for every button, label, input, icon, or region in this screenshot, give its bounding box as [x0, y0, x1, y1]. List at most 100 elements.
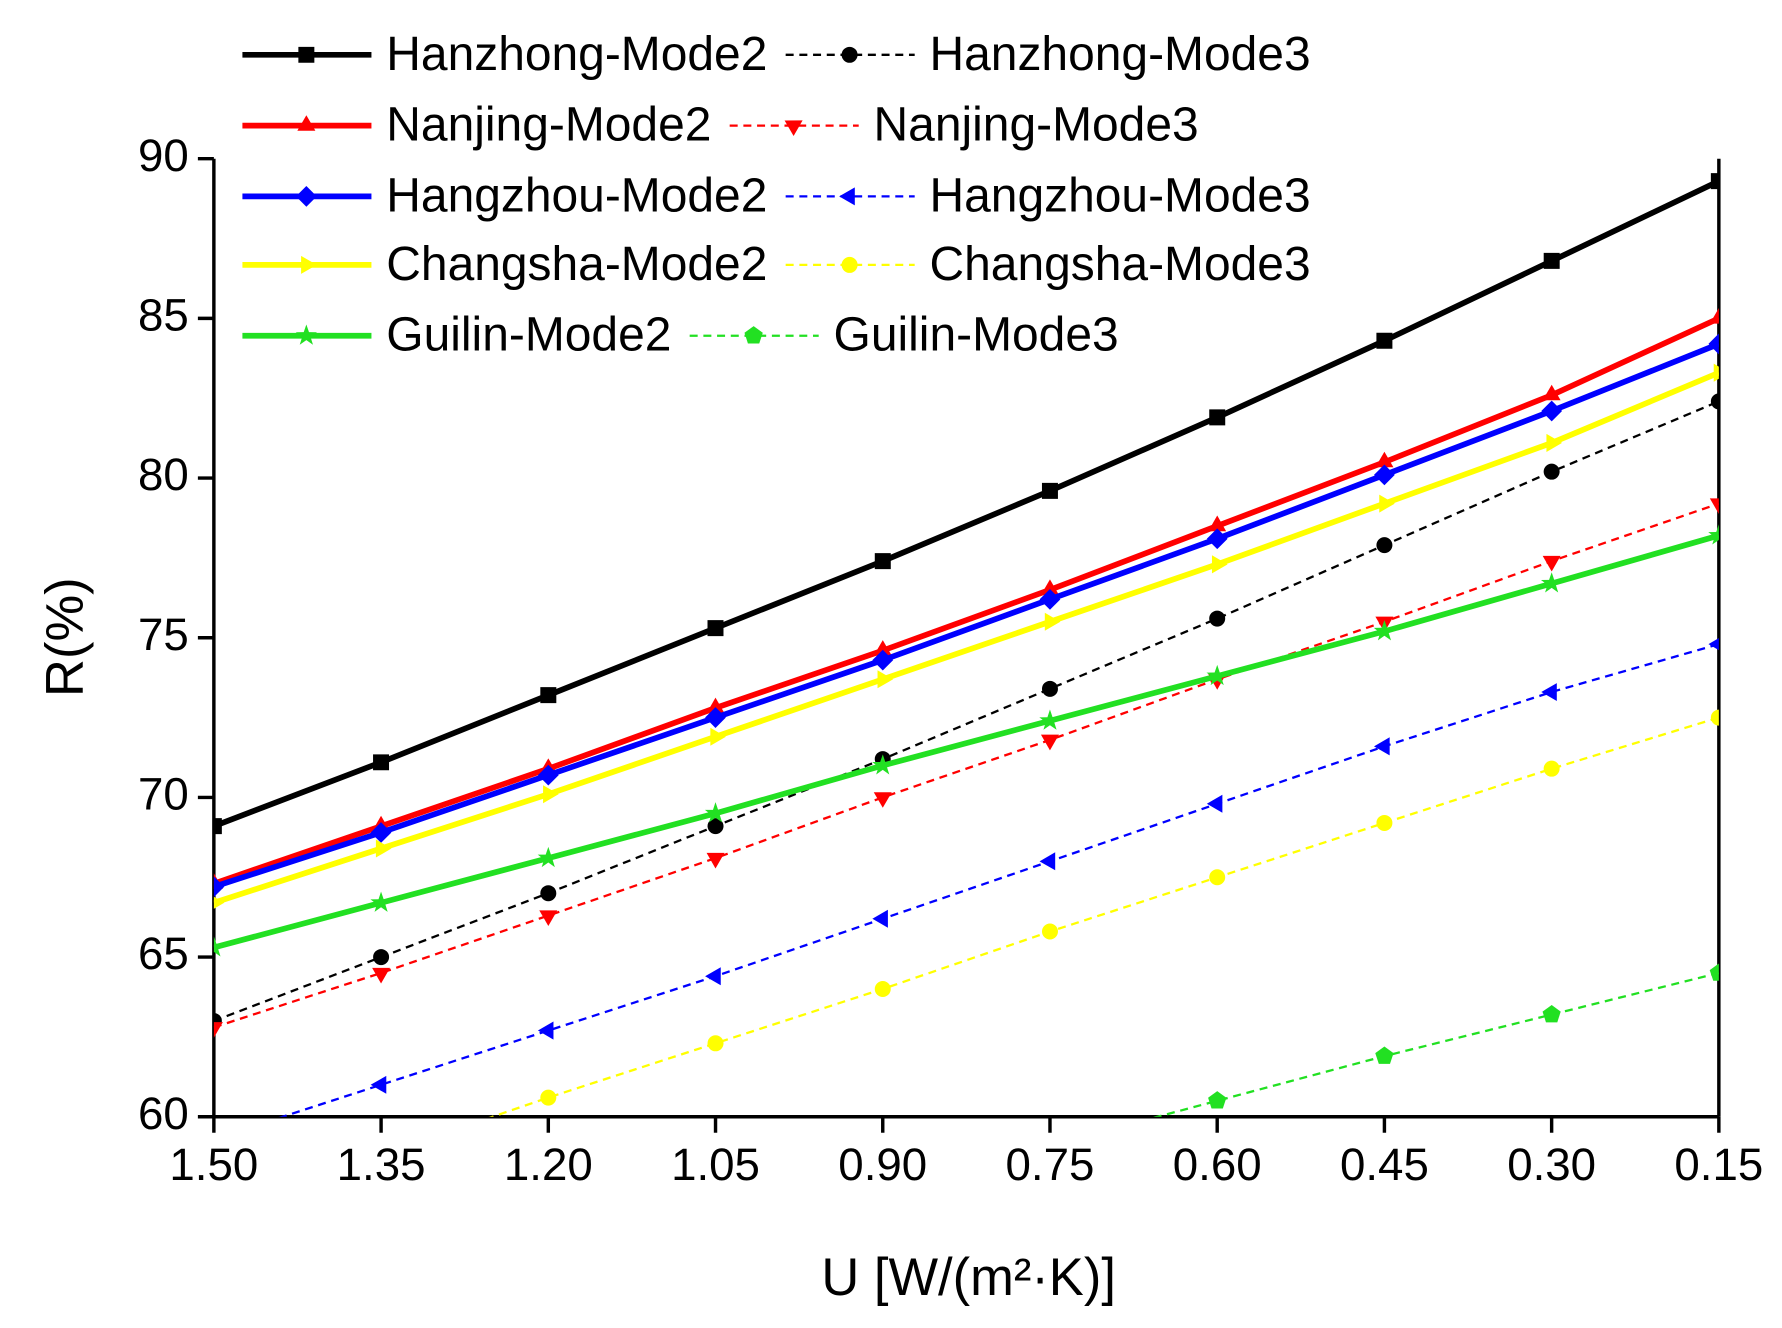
data-point	[370, 1075, 387, 1094]
plot-area	[206, 173, 1719, 1328]
data-point	[372, 967, 391, 984]
y-tick-label: 80	[138, 449, 189, 500]
x-tick-label: 0.15	[1674, 1139, 1763, 1190]
y-tick-label: 85	[138, 289, 189, 340]
data-point	[1379, 494, 1395, 513]
series-line	[213, 370, 1719, 906]
data-point	[704, 802, 727, 823]
legend-label: Changsha-Mode3	[930, 238, 1311, 291]
data-point	[537, 846, 559, 868]
x-tick-label: 0.75	[1006, 1139, 1095, 1190]
x-tick-label: 1.20	[504, 1139, 593, 1190]
data-point	[1543, 252, 1560, 269]
data-point	[213, 1022, 223, 1038]
data-point	[1206, 528, 1228, 550]
data-point	[375, 839, 392, 858]
data-point	[1375, 1046, 1394, 1064]
legend-marker	[301, 255, 317, 274]
data-point	[877, 670, 894, 689]
data-point	[1206, 794, 1223, 813]
x-tick-label: 1.50	[169, 1139, 258, 1190]
data-point	[1542, 384, 1561, 401]
data-point	[873, 640, 892, 656]
data-point	[707, 620, 724, 637]
data-point	[537, 764, 559, 786]
legend-marker	[841, 256, 858, 273]
data-point	[206, 1205, 222, 1221]
data-point	[537, 1021, 554, 1040]
data-point	[1209, 409, 1226, 426]
data-point	[372, 1315, 390, 1328]
series-line	[213, 400, 1719, 1023]
data-point	[1376, 332, 1393, 349]
data-point	[1710, 173, 1719, 190]
data-point	[1546, 433, 1563, 452]
data-point	[213, 936, 225, 957]
data-point	[370, 891, 392, 912]
data-point	[710, 727, 726, 746]
x-axis-label: U [W/(m²·K)]	[821, 1248, 1116, 1307]
data-point	[540, 687, 557, 704]
series-line	[213, 341, 1719, 890]
series-line	[213, 502, 1719, 1029]
data-point	[1041, 923, 1058, 940]
data-point	[1709, 307, 1719, 324]
legend-label: Hangzhou-Mode3	[930, 169, 1311, 222]
data-point	[1709, 498, 1719, 514]
data-point	[1542, 1004, 1561, 1023]
data-point	[540, 1089, 557, 1106]
data-point	[1713, 363, 1719, 382]
x-tick-label: 1.35	[337, 1139, 426, 1190]
legend-marker	[298, 46, 315, 63]
data-point	[1375, 451, 1394, 468]
legend-marker	[297, 115, 316, 131]
series-line	[279, 643, 1719, 1117]
legend-marker	[744, 326, 763, 344]
y-tick-label: 65	[138, 928, 189, 979]
data-point	[1208, 1091, 1227, 1109]
data-point	[1710, 393, 1719, 410]
legend-marker	[784, 120, 803, 136]
data-point	[539, 1270, 557, 1287]
legend-label: Guilin-Mode3	[834, 309, 1119, 362]
data-point	[1041, 680, 1058, 697]
data-point	[872, 649, 894, 671]
data-point	[705, 967, 721, 986]
data-point	[707, 818, 724, 835]
legend-marker	[841, 46, 858, 63]
data-point	[213, 876, 225, 898]
data-point	[1540, 572, 1563, 593]
series-line	[213, 532, 1719, 951]
x-tick-label: 1.05	[671, 1139, 760, 1190]
y-tick-label: 75	[138, 609, 189, 660]
data-point	[1708, 638, 1719, 651]
x-tick-label: 0.45	[1340, 1139, 1429, 1190]
data-point	[872, 754, 894, 775]
data-point	[1374, 737, 1390, 756]
y-tick-label: 60	[138, 1088, 189, 1139]
data-point	[1206, 664, 1228, 686]
data-point	[1039, 588, 1061, 610]
legend-label: Changsha-Mode2	[386, 238, 767, 291]
legend-label: Hanzhong-Mode2	[386, 28, 767, 81]
data-point	[213, 818, 222, 835]
data-point	[1542, 555, 1561, 572]
data-point	[874, 981, 891, 998]
legend-label: Hangzhou-Mode2	[386, 169, 767, 222]
data-point	[874, 553, 891, 570]
data-point	[1543, 760, 1560, 777]
data-point	[706, 852, 725, 869]
data-point	[706, 697, 725, 714]
data-point	[1208, 515, 1227, 532]
data-point	[1374, 464, 1395, 486]
series-line	[489, 716, 1719, 1117]
x-tick-label: 0.90	[838, 1139, 927, 1190]
data-point	[1373, 620, 1396, 641]
data-point	[705, 707, 726, 728]
data-point	[706, 1225, 724, 1242]
data-point	[1040, 734, 1059, 751]
data-point	[1376, 537, 1393, 554]
data-point	[1376, 814, 1393, 831]
